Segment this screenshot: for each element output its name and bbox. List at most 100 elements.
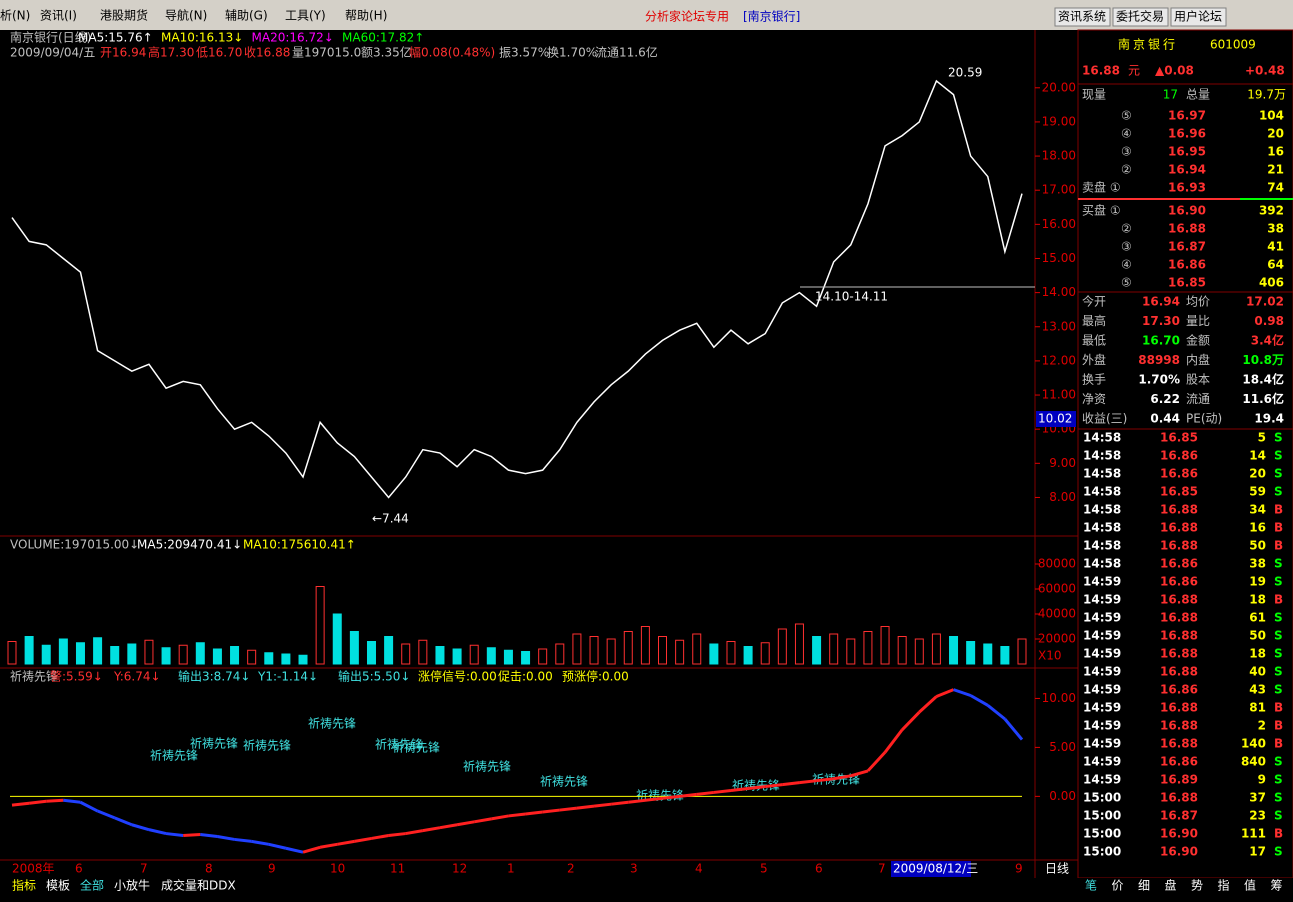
x-tick-label: 1 xyxy=(507,862,515,876)
ma-legend: MA60:17.82↑ xyxy=(342,31,424,45)
menu-button[interactable] xyxy=(1054,7,1111,27)
quote-tab[interactable]: 笔 xyxy=(1085,878,1097,893)
bar-info: 振3.57% xyxy=(499,46,549,60)
stat-label: PE(动) xyxy=(1186,412,1222,426)
tick-volume: 61 xyxy=(1249,611,1266,625)
indicator-segment xyxy=(662,794,680,800)
level-label: ④ xyxy=(1121,258,1132,272)
stat-value: 17.02 xyxy=(1246,295,1284,309)
x-tick-label: 9 xyxy=(1015,862,1023,876)
volume-bar xyxy=(384,636,394,665)
volume-bar xyxy=(812,636,822,665)
y-tick-label: 18.00 xyxy=(1042,149,1076,163)
tick-side: S xyxy=(1274,431,1283,445)
indicator-legend: 促击:0.00 xyxy=(498,670,553,684)
menu-item[interactable]: 辅助(G) xyxy=(225,9,268,23)
bottom-tab[interactable]: 全部 xyxy=(80,878,104,893)
indicator-segment xyxy=(542,808,560,814)
indicator-segment xyxy=(268,842,287,850)
volume-bar xyxy=(897,636,907,665)
bottom-tab[interactable]: 指标 xyxy=(12,878,36,893)
indicator-segment xyxy=(525,810,543,816)
level-label: ② xyxy=(1121,163,1132,177)
x-tick-label: 日线 xyxy=(1045,862,1069,876)
level-price: 16.87 xyxy=(1168,240,1206,254)
menu-button-label[interactable]: 委托交易 xyxy=(1116,9,1164,24)
ma-legend: MA5:15.76↑ xyxy=(78,31,153,45)
menu-button-label[interactable]: 资讯系统 xyxy=(1058,10,1106,24)
menu-item[interactable]: 帮助(H) xyxy=(345,9,387,23)
indicator-segment xyxy=(935,688,955,698)
y-tick-label: 11.00 xyxy=(1042,388,1076,402)
tick-volume: 59 xyxy=(1249,485,1266,499)
ma-legend: MA20:16.72↓ xyxy=(252,31,334,45)
indicator-segment xyxy=(986,704,1006,721)
indicator-segment xyxy=(439,823,458,830)
menu-item[interactable]: 资讯(I) xyxy=(40,9,77,23)
tick-price: 16.87 xyxy=(1160,809,1198,823)
bottom-tab[interactable]: 小放牛 xyxy=(114,878,150,893)
tick-side: B xyxy=(1274,827,1283,841)
quote-tab[interactable]: 盘 xyxy=(1165,878,1177,893)
volume-bar xyxy=(846,638,856,665)
stat-label: 流通 xyxy=(1186,392,1210,406)
indicator-segment xyxy=(319,842,338,849)
indicator-segment xyxy=(833,774,852,781)
volume-bar xyxy=(247,649,257,665)
indicator-segment xyxy=(165,832,184,838)
x-tick-label: 8 xyxy=(205,862,213,876)
quote-tab[interactable]: 势 xyxy=(1191,879,1203,893)
indicator-segment xyxy=(234,837,252,843)
tick-price: 16.86 xyxy=(1160,467,1198,481)
menu-button[interactable] xyxy=(1170,7,1227,27)
menu-item[interactable]: 导航(N) xyxy=(165,8,207,23)
tick-volume: 140 xyxy=(1241,737,1266,751)
volume-bar xyxy=(349,631,359,665)
level-label: ③ xyxy=(1121,145,1132,159)
menu-item[interactable]: 工具(Y) xyxy=(285,9,326,23)
bar-info: 高17.30 xyxy=(148,45,194,60)
tick-time: 14:59 xyxy=(1083,593,1121,607)
quote-tab[interactable]: 筹 xyxy=(1271,879,1283,893)
menu-item[interactable]: 港股期货 xyxy=(100,8,148,23)
menu-button[interactable] xyxy=(1112,7,1169,27)
level-volume: 21 xyxy=(1267,163,1284,177)
quote-tab[interactable]: 价 xyxy=(1112,879,1124,893)
signal-label: 祈祷先锋 xyxy=(540,774,588,789)
level-volume: 64 xyxy=(1267,258,1284,272)
volume-bar xyxy=(401,643,411,665)
tick-price: 16.88 xyxy=(1160,647,1198,661)
tick-volume: 5 xyxy=(1258,431,1266,445)
stat-value: 1.70% xyxy=(1138,373,1180,387)
tick-volume: 18 xyxy=(1249,647,1266,661)
level-label: 卖盘 ① xyxy=(1082,180,1121,195)
indicator-segment xyxy=(491,814,509,821)
stat-value: 19.4 xyxy=(1254,412,1284,426)
menu-button-label[interactable]: 用户论坛 xyxy=(1174,9,1222,24)
volume-bar xyxy=(127,643,137,665)
indicator-segment xyxy=(969,694,989,707)
level-volume: 41 xyxy=(1267,240,1284,254)
tick-time: 15:00 xyxy=(1083,827,1121,841)
y-tick-label: 9.00 xyxy=(1049,456,1076,470)
menu-item[interactable]: 析(N) xyxy=(0,9,30,23)
value: 19.7万 xyxy=(1247,88,1286,102)
stat-value: 17.30 xyxy=(1142,314,1180,328)
quote-tab[interactable]: 指 xyxy=(1218,878,1230,893)
indicator-segment xyxy=(816,777,834,783)
quote-tab[interactable]: 值 xyxy=(1244,878,1256,893)
x-tick-label: 12 xyxy=(452,862,467,876)
volume-bar xyxy=(281,653,291,665)
volume-bar xyxy=(863,631,873,665)
y-tick-label: 40000 xyxy=(1038,607,1076,621)
volume-legend: VOLUME:197015.00↓ xyxy=(10,538,139,552)
bottom-tab[interactable]: 模板 xyxy=(46,879,70,893)
indicator-segment xyxy=(251,839,270,846)
indicator-segment xyxy=(388,832,406,838)
date-cursor xyxy=(891,861,971,877)
bottom-tab[interactable]: 成交量和DDX xyxy=(161,878,236,893)
quote-tab[interactable]: 细 xyxy=(1138,879,1150,893)
indicator-segment xyxy=(610,800,629,806)
indicator-segment xyxy=(696,790,715,796)
